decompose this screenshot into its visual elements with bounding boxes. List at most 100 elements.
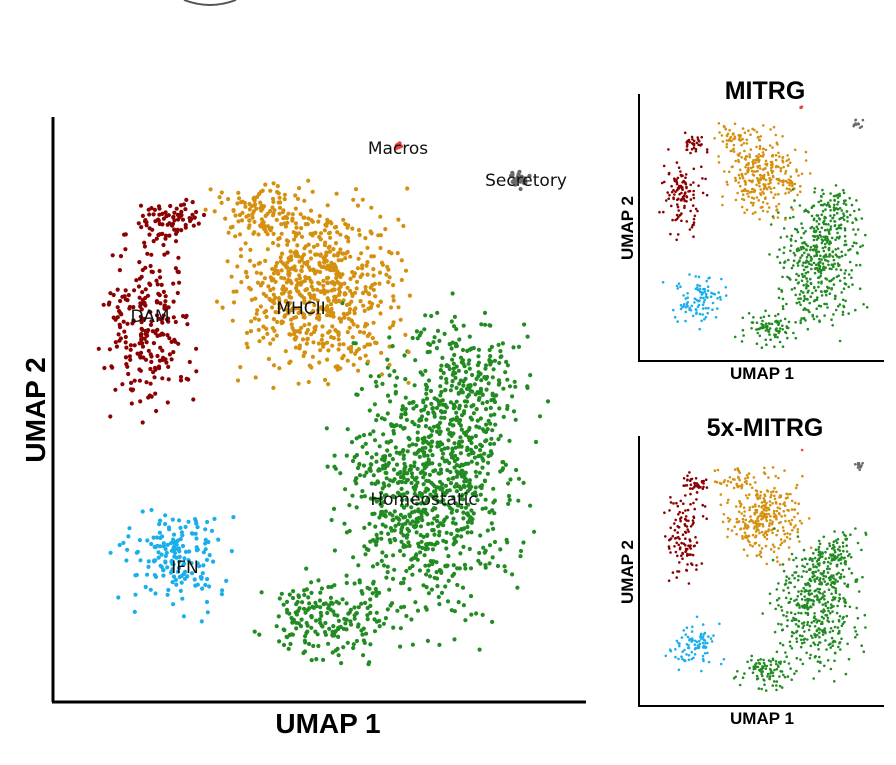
main-umap-point [144,223,149,228]
5x-mitrg-umap-point [771,531,774,535]
mitrg-umap-point [700,135,703,139]
main-umap-point [271,317,276,322]
main-umap-point [405,478,410,483]
main-umap-point [176,565,182,571]
main-umap-point [128,343,133,348]
mitrg-umap-point [794,278,798,282]
main-umap-point [432,532,437,537]
mitrg-umap-point [726,132,730,136]
mitrg-umap-point [804,271,808,275]
5x-mitrg-umap-point [807,517,811,520]
main-umap-point [306,379,311,385]
5x-mitrg-umap-point [762,497,766,500]
5x-mitrg-umap-point [788,581,791,584]
main-umap-point [235,378,241,383]
mitrg-umap-point [827,223,830,226]
main-umap-point [418,370,423,375]
main-umap-point [459,444,464,449]
5x-mitrg-umap-point [813,612,816,615]
5x-mitrg-umap-point [827,609,830,613]
mitrg-umap-point [827,248,831,252]
main-umap-point [441,370,446,376]
mitrg-umap-point [804,150,808,154]
main-umap-point [377,444,382,449]
main-umap-point [409,480,414,486]
main-umap-point [469,459,474,464]
main-umap-point [299,257,304,262]
main-umap-point [361,626,366,631]
5x-mitrg-umap-point [754,534,758,537]
mitrg-umap-point [788,276,791,280]
main-umap-point [454,327,459,332]
mitrg-umap-point [815,244,818,247]
main-umap-point [320,624,325,629]
main-umap-point [398,317,403,322]
mitrg-umap-point [698,312,702,316]
main-umap-point [479,443,484,449]
main-umap-point [249,297,254,302]
main-umap-point [398,475,404,480]
5x-mitrg-umap-point [663,511,666,514]
mitrg-umap-point [819,194,823,198]
5x-mitrg-umap-point [763,466,766,470]
main-umap-point [337,316,342,321]
main-umap-point [430,528,435,533]
5x-mitrg-umap-point [800,598,804,601]
5x-mitrg-umap-point [684,549,688,553]
main-umap-point [369,254,374,259]
main-umap-point [326,245,331,250]
main-umap-point [500,341,505,346]
mitrg-umap-point [815,220,819,223]
mitrg-umap-point [806,291,809,294]
5x-mitrg-umap-point [685,554,689,557]
main-umap-point [107,347,112,352]
mitrg-umap-point [848,260,852,264]
main-umap-point [161,355,166,360]
5x-mitrg-umap-point [730,529,734,532]
mitrg-umap-point [842,218,846,222]
main-umap-point [450,573,455,579]
main-umap-point [308,208,314,213]
mitrg-umap-point [788,181,792,184]
mitrg-umap-point [813,254,816,258]
main-umap-point [406,528,412,534]
5x-mitrg-umap-point [826,616,830,620]
5x-mitrg-umap-point [816,562,820,566]
mitrg-umap-point [802,316,806,320]
main-umap-point [157,358,162,363]
main-umap-point [404,503,409,508]
main-umap-point [402,471,407,476]
main-umap-point [165,222,170,227]
mitrg-umap-point [683,204,686,208]
main-umap-point [243,241,248,246]
main-umap-point [335,253,340,258]
main-umap-point [528,503,533,508]
mitrg-umap-point [758,158,761,162]
main-umap-point [194,369,199,374]
5x-mitrg-umap-point [733,478,736,481]
5x-mitrg-umap-point [807,589,810,593]
mitrg-umap-point [809,226,812,230]
5x-mitrg-umap-point [817,553,820,557]
5x-mitrg-umap-point [746,496,749,500]
5x-mitrg-umap-point [824,557,827,560]
main-umap-point [139,337,144,342]
main-umap-point [179,213,184,218]
mitrg-umap-point [666,191,669,194]
main-umap-point [128,347,133,352]
mitrg-umap-point [822,268,826,272]
mitrg-umap-point [815,225,819,228]
mitrg-umap-point [733,122,737,126]
mitrg-umap-point [781,156,785,159]
main-umap-point [446,438,451,443]
mitrg-umap-point [759,178,762,182]
main-umap-point [391,283,396,288]
main-umap-point [383,509,388,514]
5x-mitrg-umap-point [826,571,830,574]
5x-mitrg-umap-point [824,604,828,608]
mitrg-umap-point [779,167,782,170]
main-umap-point [459,439,465,444]
mitrg-umap-point [813,230,816,233]
5x-mitrg-umap-point [685,626,689,629]
main-umap-point [390,576,396,582]
